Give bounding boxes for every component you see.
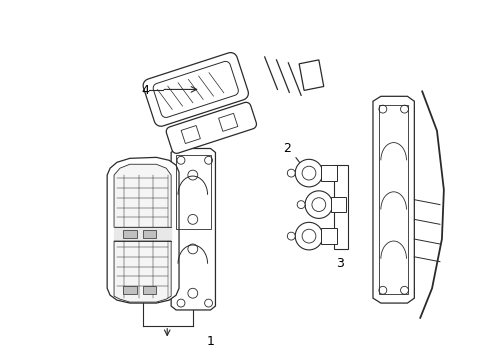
Text: 4: 4 [142, 84, 149, 97]
Polygon shape [122, 230, 137, 238]
Circle shape [295, 159, 322, 187]
Polygon shape [330, 197, 346, 212]
Circle shape [295, 222, 322, 250]
Polygon shape [142, 230, 156, 238]
Polygon shape [114, 241, 171, 302]
Circle shape [287, 169, 295, 177]
Polygon shape [333, 165, 347, 249]
Text: 2: 2 [283, 142, 291, 155]
Polygon shape [114, 164, 171, 227]
Circle shape [305, 191, 332, 219]
Polygon shape [107, 157, 179, 303]
Text: 1: 1 [206, 335, 214, 348]
Polygon shape [142, 286, 156, 294]
Polygon shape [299, 60, 323, 90]
Text: 3: 3 [336, 257, 344, 270]
Polygon shape [166, 102, 256, 153]
Polygon shape [122, 286, 137, 294]
Polygon shape [320, 165, 336, 181]
Polygon shape [171, 148, 215, 310]
Polygon shape [372, 96, 413, 303]
Circle shape [287, 232, 295, 240]
Polygon shape [143, 53, 248, 126]
Circle shape [297, 201, 305, 208]
Polygon shape [320, 228, 336, 244]
